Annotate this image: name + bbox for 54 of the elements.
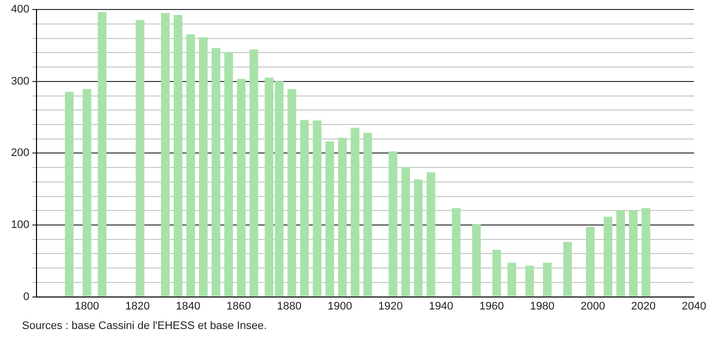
x-tick-label: 1840 [176, 300, 200, 312]
bar [198, 37, 208, 297]
x-tick-label: 1980 [530, 300, 554, 312]
bar [401, 167, 410, 297]
bar [161, 12, 170, 297]
x-tick-label: 2040 [682, 300, 706, 312]
y-tick-label: 0 [23, 290, 30, 303]
bar [525, 266, 534, 297]
bar [82, 88, 92, 297]
y-tick-label: 100 [10, 219, 30, 232]
bar [300, 120, 309, 297]
y-tick-label: 300 [10, 75, 30, 88]
bar [64, 92, 74, 297]
bar [508, 262, 516, 297]
bar [236, 78, 246, 297]
bar [616, 210, 625, 297]
x-tick-label: 1860 [226, 300, 251, 312]
x-tick-label: 1960 [479, 300, 504, 312]
bar [426, 172, 436, 297]
bar [563, 242, 572, 297]
bar [542, 262, 552, 297]
bar [250, 49, 258, 297]
bar [312, 120, 322, 297]
x-tick-label: 2000 [580, 300, 606, 312]
bar [642, 208, 650, 297]
x-tick-label: 2020 [631, 300, 656, 312]
bar [325, 141, 334, 297]
x-tick-label: 1900 [328, 300, 352, 312]
x-tick-label: 1880 [277, 300, 302, 312]
bar [186, 34, 195, 297]
bar [363, 132, 372, 297]
x-tick-label: 1940 [428, 300, 454, 312]
x-tick-label: 1800 [74, 300, 100, 312]
y-tick-label: 200 [10, 147, 30, 160]
bar [174, 15, 182, 297]
bar [452, 208, 461, 297]
bar [388, 151, 398, 297]
bar [350, 128, 360, 297]
bar [586, 226, 595, 297]
bar [136, 20, 144, 297]
bar [98, 12, 106, 297]
bar [628, 210, 638, 297]
bar [414, 179, 423, 297]
bar [224, 52, 233, 297]
bar [604, 216, 612, 297]
source-note: Sources : base Cassini de l'EHESS et base Insee. [22, 320, 267, 332]
bar [287, 88, 296, 297]
bar [212, 48, 220, 297]
x-tick-label: 1920 [378, 300, 403, 312]
bar [472, 224, 481, 297]
y-tick-label: 400 [10, 4, 30, 16]
bar [492, 250, 502, 297]
bar [338, 138, 347, 297]
x-tick-label: 1820 [125, 300, 150, 312]
